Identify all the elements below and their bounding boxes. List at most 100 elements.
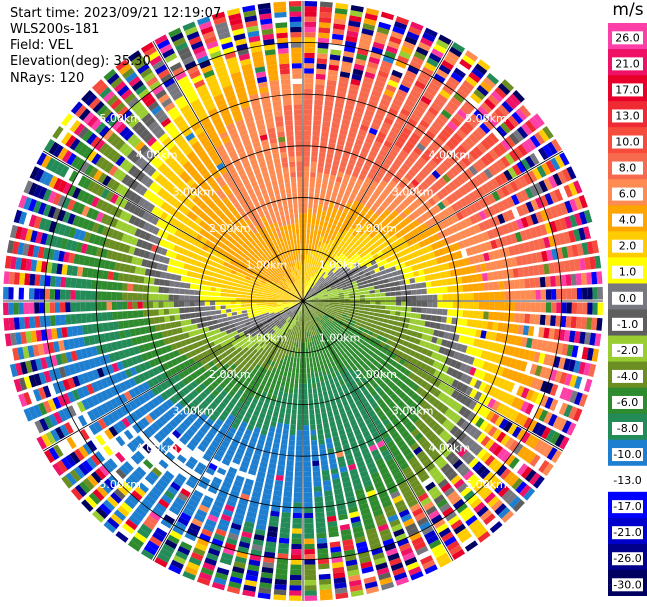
velocity-gate: [446, 436, 457, 447]
velocity-gate: [492, 444, 504, 457]
velocity-gate: [327, 222, 333, 229]
velocity-gate: [568, 230, 576, 243]
velocity-gate: [494, 175, 504, 187]
velocity-gate: [511, 164, 522, 176]
velocity-gate: [311, 244, 315, 251]
velocity-gate: [393, 21, 408, 31]
velocity-gate: [312, 295, 318, 298]
velocity-gate: [361, 277, 367, 282]
velocity-gate: [347, 25, 360, 33]
velocity-gate: [469, 377, 478, 387]
velocity-gate: [313, 299, 319, 301]
velocity-gate: [317, 47, 329, 54]
velocity-gate: [583, 378, 593, 393]
velocity-gate: [307, 383, 312, 389]
velocity-gate: [353, 166, 362, 174]
velocity-gate: [405, 284, 411, 290]
velocity-gate: [325, 158, 333, 165]
velocity-gate: [319, 236, 324, 242]
velocity-gate: [358, 288, 365, 292]
velocity-gate: [321, 308, 328, 312]
velocity-gate: [512, 129, 524, 142]
velocity-gate: [316, 542, 328, 549]
velocity-gate: [511, 220, 520, 232]
velocity-gate: [388, 107, 399, 117]
velocity-gate: [319, 220, 324, 226]
velocity-gate: [312, 272, 316, 278]
velocity-gate: [406, 266, 413, 273]
velocity-gate: [318, 204, 323, 210]
velocity-gate: [434, 322, 441, 330]
velocity-gate: [355, 225, 362, 233]
velocity-gate: [293, 388, 298, 394]
velocity-gate: [534, 277, 541, 288]
velocity-gate: [281, 439, 288, 445]
velocity-gate: [464, 423, 474, 434]
velocity-gate: [399, 211, 408, 220]
velocity-gate: [442, 173, 452, 184]
velocity-gate: [433, 369, 441, 378]
velocity-gate: [450, 400, 459, 410]
velocity-gate: [473, 292, 479, 301]
velocity-gate: [450, 474, 462, 486]
velocity-gate: [484, 454, 496, 467]
velocity-gate: [430, 315, 437, 322]
velocity-gate: [368, 286, 375, 291]
velocity-gate: [304, 285, 306, 291]
velocity-gate: [480, 102, 493, 114]
velocity-gate: [322, 324, 328, 330]
velocity-gate: [472, 189, 482, 200]
velocity-gate: [303, 487, 313, 493]
velocity-gate: [394, 140, 404, 149]
velocity-gate: [473, 255, 480, 264]
velocity-gate: [475, 464, 487, 476]
velocity-gate: [332, 328, 338, 334]
velocity-gate: [303, 456, 311, 462]
velocity-gate: [398, 50, 412, 60]
velocity-gate: [348, 180, 355, 188]
velocity-gate: [304, 280, 307, 286]
velocity-gate: [424, 374, 433, 383]
velocity-gate: [544, 382, 554, 395]
velocity-gate: [442, 433, 453, 443]
velocity-gate: [324, 284, 330, 288]
velocity-gate: [514, 231, 523, 243]
velocity-gate: [313, 272, 317, 278]
velocity-gate: [459, 230, 467, 239]
velocity-gate: [402, 255, 410, 262]
velocity-gate: [420, 222, 429, 231]
velocity-gate: [473, 201, 483, 211]
velocity-gate: [554, 433, 565, 448]
velocity-gate: [359, 261, 366, 268]
velocity-gate: [473, 301, 479, 310]
velocity-gate: [354, 106, 365, 114]
velocity-gate: [295, 450, 303, 457]
velocity-gate: [293, 393, 298, 400]
velocity-gate: [494, 415, 504, 427]
velocity-gate: [363, 17, 377, 26]
velocity-gate: [530, 302, 536, 312]
velocity-gate: [355, 340, 362, 347]
velocity-gate: [462, 284, 469, 292]
velocity-gate: [316, 315, 322, 321]
velocity-gate: [303, 171, 310, 177]
velocity-gate: [576, 243, 584, 256]
velocity-gate: [279, 532, 290, 539]
velocity-gate: [388, 401, 396, 410]
velocity-gate: [393, 276, 400, 282]
velocity-gate: [324, 315, 329, 320]
velocity-gate: [509, 233, 518, 244]
velocity-gate: [571, 302, 578, 314]
velocity-gate: [228, 320, 235, 325]
velocity-gate: [304, 73, 314, 79]
velocity-gate: [371, 145, 380, 154]
velocity-gate: [485, 180, 496, 192]
velocity-gate: [274, 485, 283, 492]
velocity-gate: [348, 15, 362, 23]
velocity-gate: [332, 260, 338, 267]
velocity-gate: [506, 222, 515, 233]
velocity-gate: [289, 429, 296, 436]
velocity-gate: [315, 376, 320, 383]
velocity-gate: [314, 267, 318, 273]
velocity-gate: [454, 189, 463, 199]
